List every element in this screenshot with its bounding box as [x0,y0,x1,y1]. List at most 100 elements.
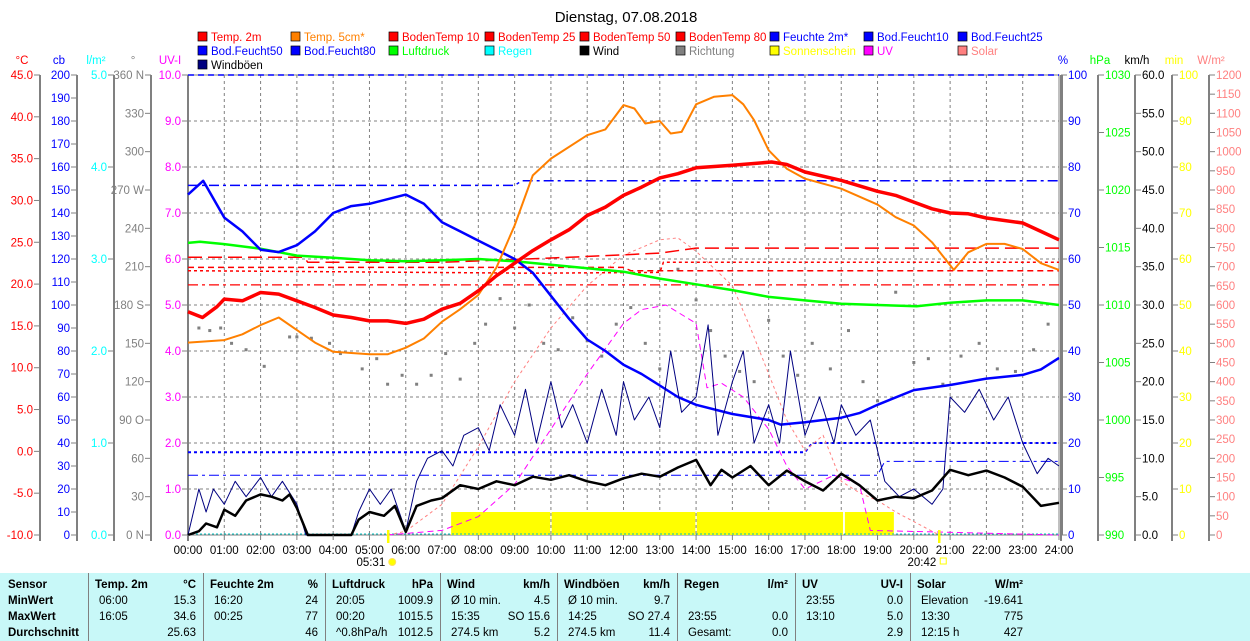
direction-point [876,399,880,403]
stat-value: 77 [305,611,318,623]
axis-tick-label-cb: 50 [57,415,70,427]
axis-tick-label-min: 20 [1179,438,1192,450]
x-tick-label: 16:00 [754,545,783,557]
axis-tick-label-uv: 5.0 [165,300,181,312]
series-bod-feucht50 [188,442,1059,454]
axis-tick-label-solar: 300 [1216,415,1235,427]
group-unit: l/m² [767,579,788,591]
axis-tick-label-hpa: 1020 [1105,185,1131,197]
axis-tick-label-cb: 120 [51,254,70,266]
stat-value: 2.9 [887,627,903,639]
axis-tick-label-kmh: 60.0 [1142,70,1164,82]
axis-tick-label-uv: 6.0 [165,254,181,266]
axis-tick-label-solar: 0 [1216,530,1222,542]
legend-swatch [484,31,495,42]
legend-swatch [579,31,590,42]
axis-tick-label-rain: 1.0 [91,438,107,450]
legend-swatch [957,45,968,56]
x-tick-label: 18:00 [827,545,856,557]
axis-tick-label-hum: 40 [1068,346,1081,358]
stat-value: 427 [1003,627,1023,639]
axis-tick-label-min: 0 [1179,530,1185,542]
direction-point [810,341,814,345]
legend-swatch [863,31,874,42]
legend-label: Windböen [211,60,263,72]
stat-value: -19.641 [983,595,1023,607]
axis-tick-label-hpa: 1015 [1105,243,1131,255]
direction-point [959,354,963,358]
legend-label: Temp. 2m [211,32,262,44]
group-title: Wind [447,579,475,591]
axis-tick-label-uv: 9.0 [165,116,181,128]
stat-value: 5.2 [534,627,550,639]
stat-label: 16:20 [214,595,243,607]
axis-tick-label-cb: 10 [57,507,70,519]
axis-tick-label-uv: 10.0 [159,70,181,82]
axis-tick-label-uv: 3.0 [165,392,181,404]
stats-group-uv: UV UV-I 23:55 0.0 13:10 5.0 2.9 [795,573,911,641]
axis-tick-label-cb: 90 [57,323,70,335]
stats-group-wind: Wind km/h Ø 10 min. 4.5 15:35 SO 15.6 274.5 km… [440,573,558,641]
stat-label: 14:25 [568,611,597,623]
direction-point [894,290,898,294]
axis-tick-label-solar: 850 [1216,204,1235,216]
legend: Temp. 2m Temp. 5cm* BodenTemp 10 BodenTemp … [197,31,1043,72]
axis-tick-label-min: 90 [1179,116,1192,128]
x-tick-label: 24:00 [1045,545,1074,557]
direction-point [847,329,851,333]
row-label: MinWert [8,595,54,607]
axis-tick-label-min: 40 [1179,346,1192,358]
stat-value: 9.7 [654,595,670,607]
stat-label: 12:15 h [921,627,960,639]
direction-point [542,341,546,345]
stat-value: 1009.9 [397,595,433,607]
axis-tick-label-temp: -10.0 [7,530,33,542]
direction-point [556,348,560,352]
axis-tick-label-uv: 8.0 [165,162,181,174]
stats-group-windb-en: Windböen km/h Ø 10 min. 9.7 14:25 SO 27.4 274.… [557,573,678,641]
group-title: UV [802,579,818,591]
legend-label: Luftdruck [402,46,450,58]
direction-point [941,382,945,386]
series-wind [187,458,1060,537]
axis-tick-label-deg: 210 [125,262,144,274]
direction-point [796,373,800,377]
axis-tick-label-deg: 90 O [119,415,144,427]
series-bod-feucht10 [188,180,1059,187]
legend-label: Bod.Feucht10 [877,32,949,44]
direction-point [498,297,502,301]
axis-tick-label-cb: 60 [57,392,70,404]
group-title: Regen [684,579,720,591]
axis-tick-label-solar: 1200 [1216,70,1242,82]
axis-tick-label-hum: 10 [1068,484,1081,496]
axis-unit-rain: l/m² [86,55,105,67]
axis-tick-label-solar: 50 [1216,511,1229,523]
x-tick-label: 23:00 [1008,545,1037,557]
sunrise-time: 05:31 [356,557,385,569]
legend-label: Temp. 5cm* [304,32,365,44]
direction-point [571,316,575,320]
axis-tick-label-kmh: 45.0 [1142,185,1164,197]
direction-point [513,326,517,330]
axis-tick-label-cb: 70 [57,369,70,381]
stat-label: 13:30 [921,611,950,623]
stat-value: 1015.5 [397,611,433,623]
stat-label: 15:35 [451,611,480,623]
stat-label: 23:55 [688,611,717,623]
direction-point [643,341,647,345]
legend-swatch [484,45,495,56]
axis-tick-label-min: 30 [1179,392,1192,404]
row-label: Durchschnitt [8,627,79,639]
axis-tick-label-cb: 100 [51,300,70,312]
axis-tick-label-hum: 70 [1068,208,1081,220]
axis-tick-label-cb: 110 [52,277,70,289]
direction-point [995,367,999,371]
legend-label: BodenTemp 50 [593,32,670,44]
sunshine-bar [551,512,696,535]
direction-point [360,367,364,371]
axis-tick-label-solar: 1000 [1216,147,1242,159]
stat-value: 34.6 [173,611,196,623]
direction-point [262,364,266,368]
axis-tick-label-uv: 0.0 [165,530,181,542]
axis-tick-label-hum: 100 [1068,70,1087,82]
